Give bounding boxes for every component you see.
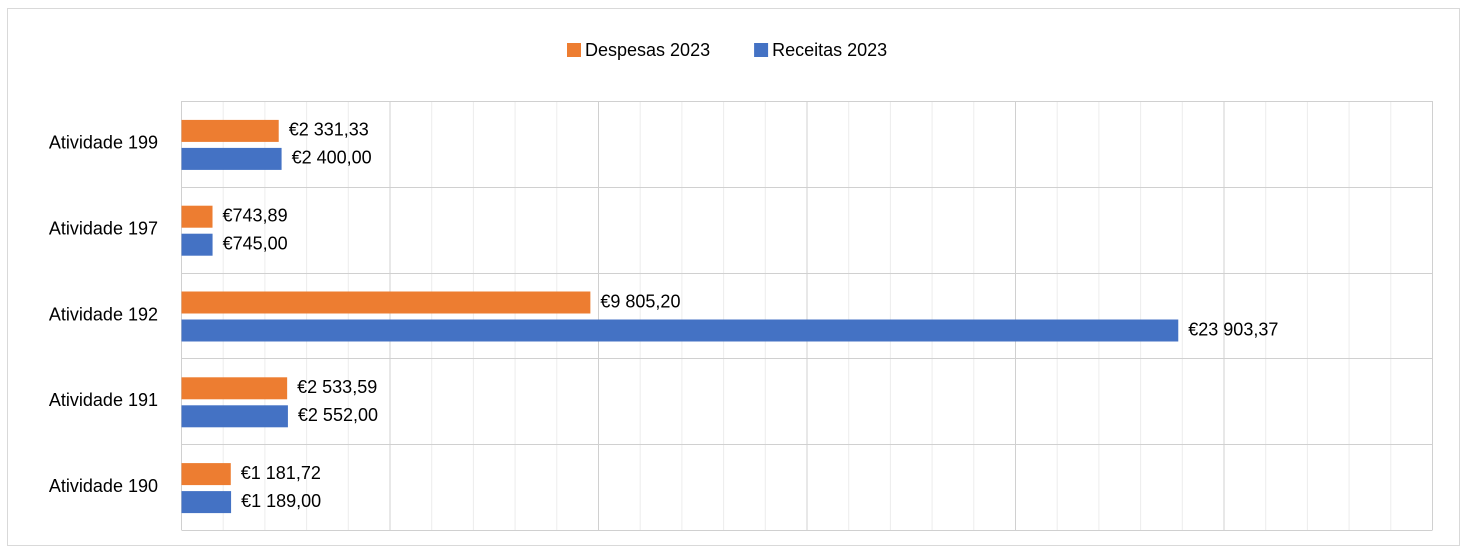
data-label: €1 181,72 (241, 463, 321, 483)
y-tick-label: Atividade 197 (49, 218, 158, 238)
bar (181, 491, 232, 514)
data-label: €1 189,00 (241, 491, 321, 511)
data-label: €9 805,20 (600, 291, 680, 311)
y-tick-label: Atividade 199 (49, 133, 158, 153)
data-label: €2 331,33 (289, 120, 369, 140)
bar (181, 291, 591, 314)
data-label: €743,89 (223, 205, 288, 225)
bar (181, 147, 282, 170)
y-tick-label: Atividade 192 (49, 304, 158, 324)
data-label: €2 400,00 (292, 148, 372, 168)
bar (181, 205, 213, 228)
bar (181, 377, 288, 400)
data-label: €2 533,59 (297, 377, 377, 397)
data-label: €745,00 (223, 233, 288, 253)
bar (181, 233, 213, 256)
data-label: €23 903,37 (1188, 319, 1278, 339)
legend-label: Despesas 2023 (585, 40, 710, 60)
bar (181, 405, 288, 428)
bar (181, 319, 1179, 342)
y-tick-label: Atividade 190 (49, 476, 158, 496)
bar (181, 463, 231, 486)
chart-border (7, 8, 1460, 546)
y-tick-label: Atividade 191 (49, 390, 158, 410)
bar (181, 119, 279, 142)
legend-swatch (754, 43, 769, 57)
legend-label: Receitas 2023 (772, 40, 887, 60)
legend-swatch (567, 43, 581, 57)
data-label: €2 552,00 (298, 405, 378, 425)
